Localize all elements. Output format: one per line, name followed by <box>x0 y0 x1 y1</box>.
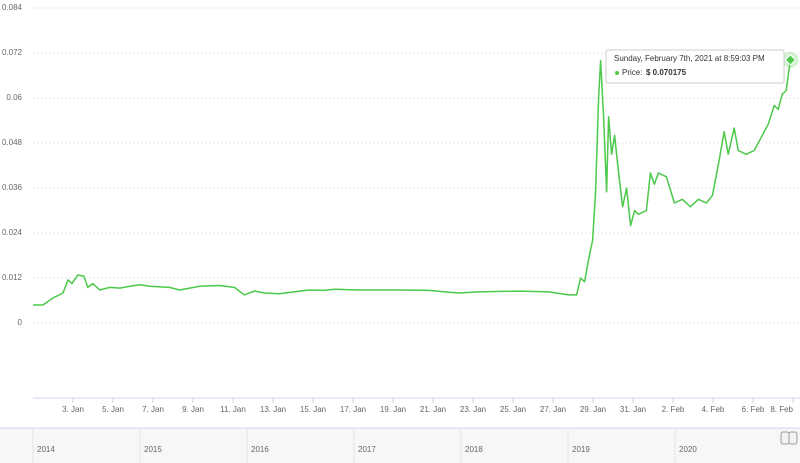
y-tick-label: 0 <box>18 318 23 327</box>
x-tick-label: 9. Jan <box>182 405 204 414</box>
x-tick-label: 15. Jan <box>300 405 326 414</box>
y-tick-label: 0.084 <box>2 3 23 12</box>
x-tick-label: 29. Jan <box>580 405 606 414</box>
navigator-label: 2014 <box>37 445 55 454</box>
y-tick-label: 0.072 <box>2 48 23 57</box>
navigator-label: 2020 <box>679 445 697 454</box>
navigator-label: 2015 <box>144 445 162 454</box>
tooltip-bullet <box>615 71 619 75</box>
tooltip-label: Price: <box>622 68 642 77</box>
navigator-handle[interactable] <box>788 431 798 445</box>
x-tick-label: 5. Jan <box>102 405 124 414</box>
x-tick-label: 23. Jan <box>460 405 486 414</box>
grid: 0 0.012 0.024 0.036 0.048 0.06 0.072 0.084 3. Ja… <box>2 3 800 414</box>
navigator-label: 2019 <box>572 445 590 454</box>
x-tick-label: 27. Jan <box>540 405 566 414</box>
y-tick-label: 0.012 <box>2 273 23 282</box>
x-tick-label: 7. Jan <box>142 405 164 414</box>
x-tick-label: 4. Feb <box>702 405 725 414</box>
x-tick-label: 25. Jan <box>500 405 526 414</box>
x-tick-label: 11. Jan <box>220 405 246 414</box>
y-tick-label: 0.06 <box>6 93 22 102</box>
x-tick-label: 8. Feb <box>770 405 793 414</box>
x-tick-label: 13. Jan <box>260 405 286 414</box>
navigator-handle[interactable] <box>780 431 790 445</box>
navigator-label: 2017 <box>358 445 376 454</box>
x-tick-label: 3. Jan <box>62 405 84 414</box>
navigator-label: 2016 <box>251 445 269 454</box>
navigator-labels: 2014 2015 2016 2017 2018 2019 2020 <box>32 428 697 463</box>
tooltip-value: $ 0.070175 <box>646 68 687 77</box>
x-tick-label: 31. Jan <box>620 405 646 414</box>
x-tick-label: 17. Jan <box>340 405 366 414</box>
navigator-label: 2018 <box>465 445 483 454</box>
hover-marker <box>784 54 797 66</box>
tooltip: Sunday, February 7th, 2021 at 8:59:03 PM… <box>605 49 785 84</box>
tooltip-date: Sunday, February 7th, 2021 at 8:59:03 PM <box>614 54 765 63</box>
navigator <box>0 428 800 463</box>
plot <box>33 51 799 306</box>
y-tick-label: 0.036 <box>2 183 23 192</box>
tooltip-box <box>605 49 785 84</box>
x-tick-label: 21. Jan <box>420 405 446 414</box>
y-tick-label: 0.048 <box>2 138 23 147</box>
y-tick-label: 0.024 <box>2 228 23 237</box>
price-line <box>33 59 792 306</box>
x-tick-label: 2. Feb <box>662 405 685 414</box>
x-tick-label: 19. Jan <box>380 405 406 414</box>
x-tick-label: 6. Feb <box>742 405 765 414</box>
